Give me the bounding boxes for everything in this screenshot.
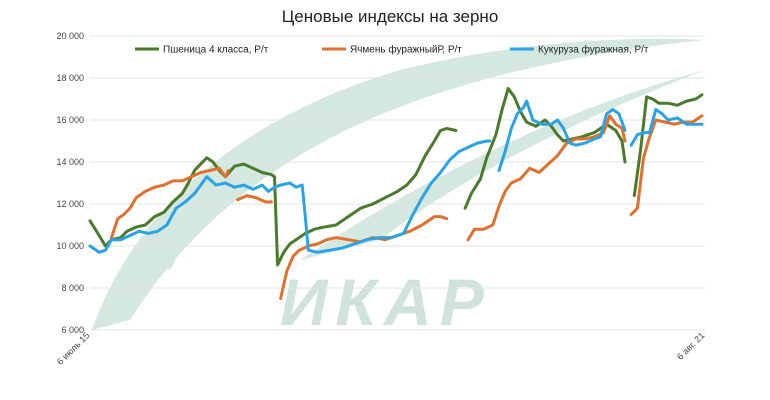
x-tick-label: 6 авг. 21	[675, 330, 706, 361]
y-tick-label: 16 000	[56, 115, 84, 125]
x-tick-label: 6 июль 15	[55, 330, 91, 366]
series-line-3	[497, 99, 627, 172]
legend-label: Пшеница 4 класса, Р/т	[163, 45, 269, 56]
series-lines	[88, 87, 704, 300]
y-tick-label: 20 000	[56, 31, 84, 41]
y-tick-label: 10 000	[56, 241, 84, 251]
legend-label: Кукуруза фуражная, Р/т	[538, 44, 649, 56]
series-line-2	[279, 215, 449, 300]
legend-label: Ячмень фуражныйР, Р/т	[350, 44, 462, 56]
y-tick-label: 12 000	[56, 199, 84, 209]
watermark-text: ИКАР	[280, 265, 492, 339]
chart-title: Ценовые индексы на зерно	[282, 7, 499, 26]
series-line-3	[629, 108, 704, 147]
series-line-3	[88, 139, 492, 254]
watermark-swoosh-mid	[140, 120, 300, 270]
gridlines	[90, 35, 705, 331]
y-tick-label: 14 000	[56, 157, 84, 167]
y-tick-label: 8 000	[61, 283, 84, 293]
watermark-swoosh-lower	[300, 70, 705, 260]
legend: Пшеница 4 класса, Р/т Ячмень фуражныйР, Р…	[135, 44, 649, 56]
y-tick-label: 18 000	[56, 73, 84, 83]
series-line-2	[236, 194, 273, 204]
series-line-2	[110, 166, 230, 240]
y-tick-label: 6 000	[61, 325, 84, 335]
series-line-1	[88, 126, 458, 267]
series-line-1	[632, 93, 704, 198]
series-line-2	[466, 114, 627, 242]
series-line-2	[629, 114, 704, 216]
y-axis-ticks: 6 000 8 000 10 000 12 000 14 000 16 000 18 000…	[56, 31, 84, 335]
